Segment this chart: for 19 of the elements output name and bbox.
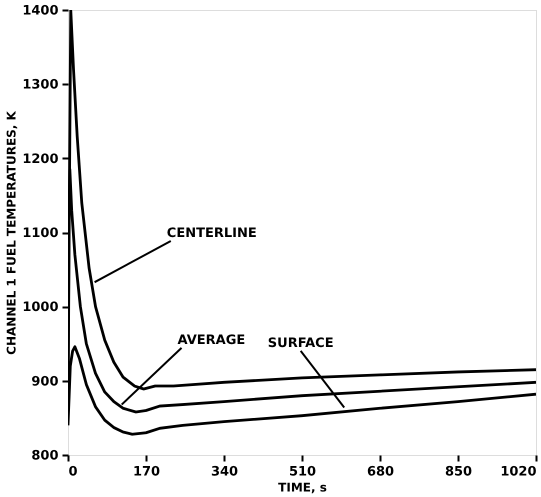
y-axis-title: CHANNEL 1 FUEL TEMPERATURES, K <box>4 110 18 355</box>
y-tick-label: 900 <box>31 374 58 390</box>
y-tick-label: 1100 <box>22 226 58 241</box>
y-tick-label: 1300 <box>22 78 58 93</box>
annotation: SURFACE <box>268 336 334 351</box>
x-tick-label: 680 <box>366 464 394 480</box>
x-tick-label: 340 <box>210 464 238 480</box>
x-tick-label: 1020 <box>500 464 536 480</box>
y-tick-label: 1000 <box>22 300 58 316</box>
x-tick-label: 510 <box>288 464 316 480</box>
y-tick-label: 1200 <box>22 152 58 167</box>
annotation: AVERAGE <box>178 332 246 348</box>
y-tick-label: 1400 <box>22 4 58 18</box>
x-tick-label: 0 <box>68 464 78 480</box>
x-tick-label: 170 <box>132 464 160 480</box>
y-tick-label: 800 <box>31 448 58 464</box>
annotation: CENTERLINE <box>166 226 257 241</box>
x-tick-label: 850 <box>444 464 472 480</box>
x-axis-title: TIME, s <box>278 480 327 494</box>
